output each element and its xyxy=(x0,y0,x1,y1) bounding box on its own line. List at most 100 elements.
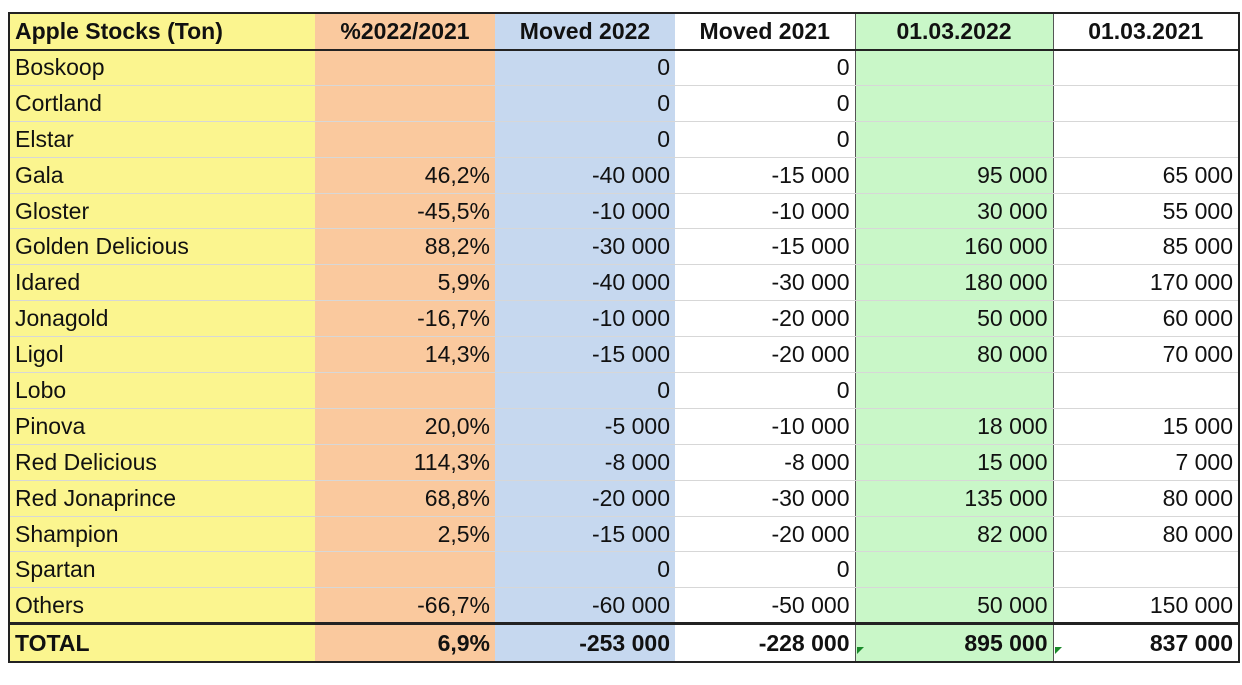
cell-moved-2022[interactable]: -10 000 xyxy=(495,300,675,338)
cell-percent-change[interactable]: 2,5% xyxy=(315,516,495,553)
cell-moved-2021[interactable]: 0 xyxy=(675,551,855,589)
cell-name[interactable]: Elstar xyxy=(8,121,315,158)
cell-date-2022[interactable]: 160 000 xyxy=(854,228,1054,266)
cell-date-2021[interactable] xyxy=(1053,85,1240,122)
cell-date-2022[interactable] xyxy=(854,85,1054,122)
cell-date-2021[interactable]: 85 000 xyxy=(1053,228,1240,266)
cell-moved-2022[interactable]: -15 000 xyxy=(495,516,675,553)
cell-name[interactable]: Jonagold xyxy=(8,300,315,338)
cell-percent-change[interactable] xyxy=(315,121,495,158)
cell-name[interactable]: Lobo xyxy=(8,372,315,409)
cell-percent-change[interactable]: 5,9% xyxy=(315,264,495,302)
cell-percent-change[interactable] xyxy=(315,551,495,589)
cell-moved-2021[interactable]: -50 000 xyxy=(675,587,855,625)
cell-name[interactable]: Red Delicious xyxy=(8,444,315,481)
total-date-2022[interactable]: 895 000 xyxy=(854,622,1054,663)
cell-date-2021[interactable] xyxy=(1053,121,1240,158)
cell-date-2021[interactable]: 7 000 xyxy=(1053,444,1240,481)
header-percent-change[interactable]: %2022/2021 xyxy=(315,12,495,51)
cell-percent-change[interactable]: 88,2% xyxy=(315,228,495,266)
cell-name[interactable]: Others xyxy=(8,587,315,625)
cell-date-2022[interactable] xyxy=(854,121,1054,158)
cell-moved-2021[interactable]: -30 000 xyxy=(675,480,855,517)
cell-date-2021[interactable]: 150 000 xyxy=(1053,587,1240,625)
cell-moved-2021[interactable]: -20 000 xyxy=(675,516,855,553)
cell-moved-2022[interactable]: 0 xyxy=(495,85,675,122)
cell-name[interactable]: Golden Delicious xyxy=(8,228,315,266)
cell-date-2022[interactable]: 180 000 xyxy=(854,264,1054,302)
header-moved-2021[interactable]: Moved 2021 xyxy=(675,12,855,51)
cell-moved-2021[interactable]: -20 000 xyxy=(675,300,855,338)
cell-date-2022[interactable]: 95 000 xyxy=(854,157,1054,194)
cell-moved-2021[interactable]: -10 000 xyxy=(675,193,855,230)
cell-date-2022[interactable] xyxy=(854,372,1054,409)
cell-name[interactable]: Red Jonaprince xyxy=(8,480,315,517)
cell-date-2022[interactable] xyxy=(854,551,1054,589)
cell-date-2021[interactable]: 15 000 xyxy=(1053,408,1240,445)
cell-percent-change[interactable]: 20,0% xyxy=(315,408,495,445)
cell-date-2021[interactable]: 70 000 xyxy=(1053,336,1240,374)
cell-percent-change[interactable]: 46,2% xyxy=(315,157,495,194)
cell-date-2022[interactable]: 50 000 xyxy=(854,587,1054,625)
cell-date-2022[interactable] xyxy=(854,49,1054,86)
cell-percent-change[interactable] xyxy=(315,85,495,122)
cell-moved-2021[interactable]: -20 000 xyxy=(675,336,855,374)
cell-date-2021[interactable]: 80 000 xyxy=(1053,480,1240,517)
cell-name[interactable]: Shampion xyxy=(8,516,315,553)
cell-date-2021[interactable] xyxy=(1053,551,1240,589)
cell-date-2022[interactable]: 15 000 xyxy=(854,444,1054,481)
cell-moved-2021[interactable]: 0 xyxy=(675,121,855,158)
cell-moved-2022[interactable]: -8 000 xyxy=(495,444,675,481)
cell-percent-change[interactable] xyxy=(315,49,495,86)
cell-percent-change[interactable]: 114,3% xyxy=(315,444,495,481)
cell-name[interactable]: Gloster xyxy=(8,193,315,230)
cell-moved-2022[interactable]: -5 000 xyxy=(495,408,675,445)
cell-percent-change[interactable]: 14,3% xyxy=(315,336,495,374)
cell-name[interactable]: Spartan xyxy=(8,551,315,589)
cell-date-2022[interactable]: 30 000 xyxy=(854,193,1054,230)
cell-moved-2022[interactable]: -20 000 xyxy=(495,480,675,517)
cell-date-2021[interactable]: 60 000 xyxy=(1053,300,1240,338)
cell-moved-2022[interactable]: 0 xyxy=(495,551,675,589)
cell-moved-2022[interactable]: -15 000 xyxy=(495,336,675,374)
cell-moved-2022[interactable]: -40 000 xyxy=(495,264,675,302)
cell-moved-2022[interactable]: -30 000 xyxy=(495,228,675,266)
cell-date-2022[interactable]: 50 000 xyxy=(854,300,1054,338)
cell-date-2021[interactable]: 55 000 xyxy=(1053,193,1240,230)
cell-moved-2021[interactable]: 0 xyxy=(675,49,855,86)
cell-date-2021[interactable]: 80 000 xyxy=(1053,516,1240,553)
cell-name[interactable]: Pinova xyxy=(8,408,315,445)
cell-percent-change[interactable] xyxy=(315,372,495,409)
cell-moved-2021[interactable]: -15 000 xyxy=(675,228,855,266)
total-date-2021[interactable]: 837 000 xyxy=(1053,622,1240,663)
cell-percent-change[interactable]: -45,5% xyxy=(315,193,495,230)
cell-moved-2021[interactable]: -8 000 xyxy=(675,444,855,481)
header-apple-stocks[interactable]: Apple Stocks (Ton) xyxy=(8,12,315,51)
cell-date-2022[interactable]: 80 000 xyxy=(854,336,1054,374)
cell-moved-2022[interactable]: -40 000 xyxy=(495,157,675,194)
cell-moved-2022[interactable]: 0 xyxy=(495,121,675,158)
header-date-2022[interactable]: 01.03.2022 xyxy=(854,12,1054,51)
total-moved-2021[interactable]: -228 000 xyxy=(675,622,855,663)
cell-percent-change[interactable]: -66,7% xyxy=(315,587,495,625)
cell-date-2022[interactable]: 82 000 xyxy=(854,516,1054,553)
total-percent-change[interactable]: 6,9% xyxy=(315,622,495,663)
cell-moved-2022[interactable]: -10 000 xyxy=(495,193,675,230)
cell-percent-change[interactable]: 68,8% xyxy=(315,480,495,517)
cell-percent-change[interactable]: -16,7% xyxy=(315,300,495,338)
cell-name[interactable]: Ligol xyxy=(8,336,315,374)
cell-moved-2021[interactable]: 0 xyxy=(675,85,855,122)
cell-date-2021[interactable]: 170 000 xyxy=(1053,264,1240,302)
total-moved-2022[interactable]: -253 000 xyxy=(495,622,675,663)
cell-name[interactable]: Cortland xyxy=(8,85,315,122)
header-date-2021[interactable]: 01.03.2021 xyxy=(1053,12,1240,51)
cell-date-2021[interactable]: 65 000 xyxy=(1053,157,1240,194)
cell-date-2022[interactable]: 135 000 xyxy=(854,480,1054,517)
total-label[interactable]: TOTAL xyxy=(8,622,315,663)
cell-date-2021[interactable] xyxy=(1053,372,1240,409)
cell-name[interactable]: Gala xyxy=(8,157,315,194)
cell-moved-2021[interactable]: -10 000 xyxy=(675,408,855,445)
cell-date-2021[interactable] xyxy=(1053,49,1240,86)
cell-moved-2021[interactable]: 0 xyxy=(675,372,855,409)
cell-moved-2021[interactable]: -15 000 xyxy=(675,157,855,194)
